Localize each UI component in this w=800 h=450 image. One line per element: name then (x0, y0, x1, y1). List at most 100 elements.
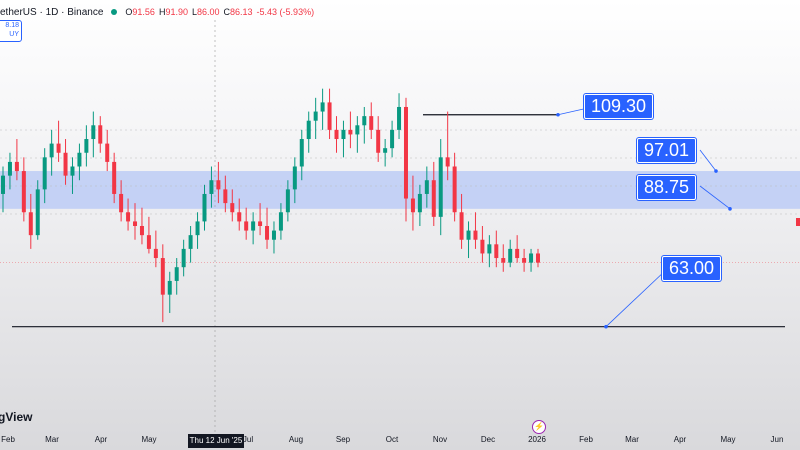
candle-body (251, 221, 256, 231)
time-label: Feb (579, 435, 593, 444)
crosshair-date-label: Thu 12 Jun '25 (188, 434, 244, 448)
buy-button[interactable]: 8.18 UY (0, 20, 22, 42)
candle-body (126, 212, 131, 222)
candle-body (417, 193, 422, 213)
candle-body (480, 239, 485, 254)
candle-body (258, 221, 263, 226)
anchor-dot (604, 324, 608, 329)
candle-body (431, 180, 436, 217)
time-label: May (141, 435, 157, 444)
candle-body (522, 258, 527, 263)
candle-body (271, 230, 276, 240)
candle-body (397, 106, 402, 130)
candle-body (160, 258, 165, 295)
ohlc-readout: O91.56 H91.90 L86.00 C86.13 -5.43 (-5.93… (125, 7, 315, 17)
time-label: Jun (770, 435, 784, 444)
candle-body (285, 189, 290, 213)
candle-body (529, 253, 534, 263)
event-lightning-icon[interactable]: ⚡ (532, 420, 546, 434)
candle-body (299, 139, 304, 167)
time-label: Apr (673, 435, 687, 444)
candle-body (209, 180, 214, 194)
callout-connector (605, 269, 667, 328)
callout-connector (699, 185, 731, 210)
buy-label: UY (9, 31, 19, 38)
low-value: 86.00 (196, 7, 220, 17)
candle-body (49, 143, 54, 158)
candle-body (181, 248, 186, 268)
candle-body (153, 248, 158, 259)
open-value: 91.56 (132, 7, 155, 17)
candle-body (91, 125, 96, 140)
time-label: Aug (288, 435, 304, 444)
candle-body (327, 102, 332, 130)
candle-body (494, 244, 499, 259)
time-label: Jul (242, 435, 254, 444)
candle-body (56, 143, 61, 153)
candle-body (244, 221, 249, 231)
candle-body (35, 189, 40, 236)
candle-body (487, 244, 492, 254)
candle-body (195, 221, 200, 236)
candle-body (202, 193, 207, 222)
callout-connector (557, 107, 589, 116)
candle-body (112, 161, 117, 194)
candle-body (42, 157, 47, 190)
time-label: May (720, 435, 736, 444)
candle-body (223, 189, 228, 204)
candle-body (369, 116, 374, 130)
time-label: 2026 (528, 435, 546, 444)
candle-body (410, 198, 415, 213)
candle-body (376, 129, 381, 153)
price-label-88[interactable]: 88.75 (637, 175, 697, 200)
candle-body (1, 175, 5, 194)
candle-body (383, 148, 388, 153)
close-value: 86.13 (230, 7, 253, 17)
candle-body (355, 125, 360, 135)
candle-body (77, 152, 82, 167)
change-value: -5.43 (-5.93%) (256, 7, 315, 17)
candle-body (536, 253, 540, 263)
time-axis[interactable]: Feb Mar Apr May Jul Aug Sep Oct Nov Dec … (0, 432, 800, 450)
price-label-97[interactable]: 97.01 (637, 138, 697, 163)
candle-body (390, 129, 395, 149)
candle-body (139, 226, 144, 236)
candle-body (445, 157, 450, 167)
candle-body (473, 230, 478, 240)
candle-body (70, 166, 75, 176)
candle-body (320, 102, 325, 112)
time-label: Mar (625, 435, 639, 444)
candle-body (306, 120, 311, 140)
candle-body (334, 129, 339, 140)
candle-body (63, 152, 68, 176)
time-label: Feb (1, 435, 15, 444)
callout-connector (699, 149, 717, 172)
candle-body (452, 166, 457, 213)
anchor-dot (556, 112, 560, 117)
candle-body (341, 129, 346, 140)
candle-body (466, 230, 471, 240)
anchor-dot (728, 207, 732, 211)
price-label-63[interactable]: 63.00 (662, 256, 722, 281)
candle-body (278, 212, 283, 231)
time-label: Sep (335, 435, 351, 444)
candle-body (188, 235, 193, 249)
candle-body (403, 106, 408, 199)
candle-body (133, 221, 138, 226)
candle-body (216, 180, 221, 190)
time-label: Apr (94, 435, 108, 444)
candle-body (459, 212, 464, 240)
candle-body (7, 161, 12, 176)
candle-body (313, 111, 318, 121)
candle-body (501, 258, 506, 263)
high-value: 91.90 (165, 7, 188, 17)
candle-body (237, 212, 242, 222)
time-label: Nov (432, 435, 448, 444)
buy-price: 8.18 (5, 22, 19, 29)
price-label-109[interactable]: 109.30 (584, 94, 654, 119)
candle-body (174, 267, 179, 281)
time-label: Oct (385, 435, 399, 444)
symbol-title[interactable]: etherUS · 1D · Binance (0, 6, 104, 18)
time-label: Dec (480, 435, 496, 444)
